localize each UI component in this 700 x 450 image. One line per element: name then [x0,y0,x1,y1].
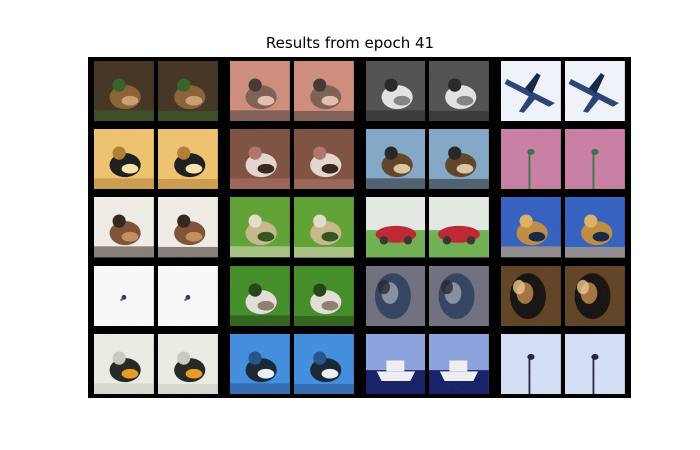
figure-title: Results from epoch 41 [265,34,435,52]
input-image-oriole [94,333,154,394]
input-image-bird-on-grass [229,265,290,326]
output-image-dog-dark [565,265,625,326]
input-image-cat-closeup [229,129,290,190]
image-grid [88,57,631,398]
output-image-heron-grayscale [429,61,490,122]
input-image-red-car [365,197,426,258]
output-image-oriole [157,333,218,394]
output-image-airplane [565,61,625,122]
output-image-cat-closeup [293,129,354,190]
output-image-red-car [429,197,490,258]
output-image-bird-blue-sky [565,197,625,258]
output-image-bird-closeup [293,61,354,122]
input-image-bird-closeup [229,61,290,122]
input-image-heron-grayscale [365,61,426,122]
input-image-bird-on-water [229,333,290,394]
output-image-bird-on-grass [293,265,354,326]
output-image-bird-flowers [565,129,625,190]
output-image-small-bird-white [157,265,218,326]
input-image-bird-blue-sky [501,197,562,258]
input-image-airplane [501,61,562,122]
output-image-boat [429,333,490,394]
input-image-bird-in-grass [229,197,290,258]
input-image-bird-sky [365,129,426,190]
input-image-flower-pale-blue [501,333,562,394]
input-image-small-bird-white [94,265,154,326]
input-image-boat [365,333,426,394]
input-image-bird-on-branch [94,61,154,122]
input-image-dog-dark [501,265,562,326]
output-image-bird-sky [429,129,490,190]
output-image-bird-on-water [293,333,354,394]
output-image-flower-pale-blue [565,333,625,394]
input-image-bird-flowers [501,129,562,190]
output-image-bird-in-grass [293,197,354,258]
output-image-bird-silhouette-sunset [157,129,218,190]
output-image-sparrow [157,197,218,258]
output-image-bird-on-branch [157,61,218,122]
input-image-deer-dark [365,265,426,326]
output-image-deer-dark [429,265,490,326]
input-image-bird-silhouette-sunset [94,129,154,190]
input-image-sparrow [94,197,154,258]
